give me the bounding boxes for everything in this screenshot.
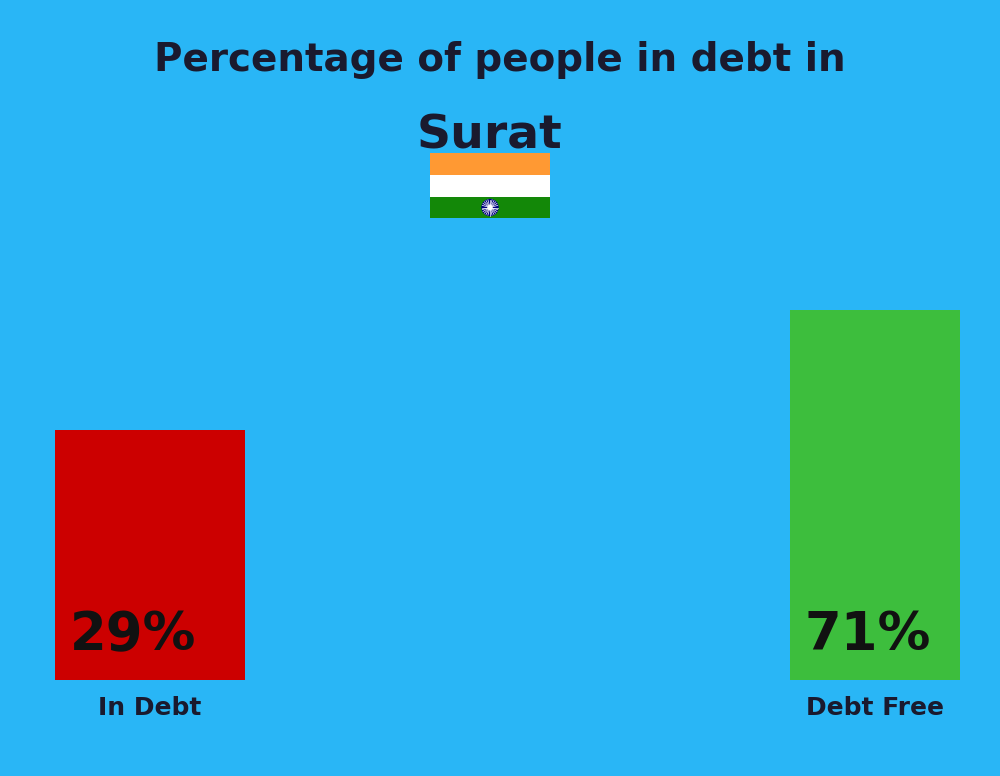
Bar [790, 310, 960, 680]
Text: Debt Free: Debt Free [806, 696, 944, 720]
Text: Surat: Surat [417, 113, 563, 158]
Bar [430, 175, 550, 196]
Bar [430, 196, 550, 218]
Circle shape [488, 206, 492, 210]
Bar [55, 430, 245, 680]
Text: 29%: 29% [70, 609, 196, 661]
Text: Percentage of people in debt in: Percentage of people in debt in [154, 41, 846, 79]
Circle shape [482, 199, 498, 216]
Text: In Debt: In Debt [98, 696, 202, 720]
Bar [430, 154, 550, 175]
Text: 71%: 71% [805, 609, 931, 661]
